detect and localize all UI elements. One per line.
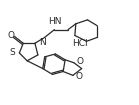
Text: N: N [39,38,46,47]
Text: S: S [10,49,15,57]
Text: O: O [76,72,83,81]
Text: HN: HN [48,17,61,26]
Text: HCl: HCl [72,39,88,48]
Text: O: O [7,31,14,40]
Text: O: O [77,57,84,66]
